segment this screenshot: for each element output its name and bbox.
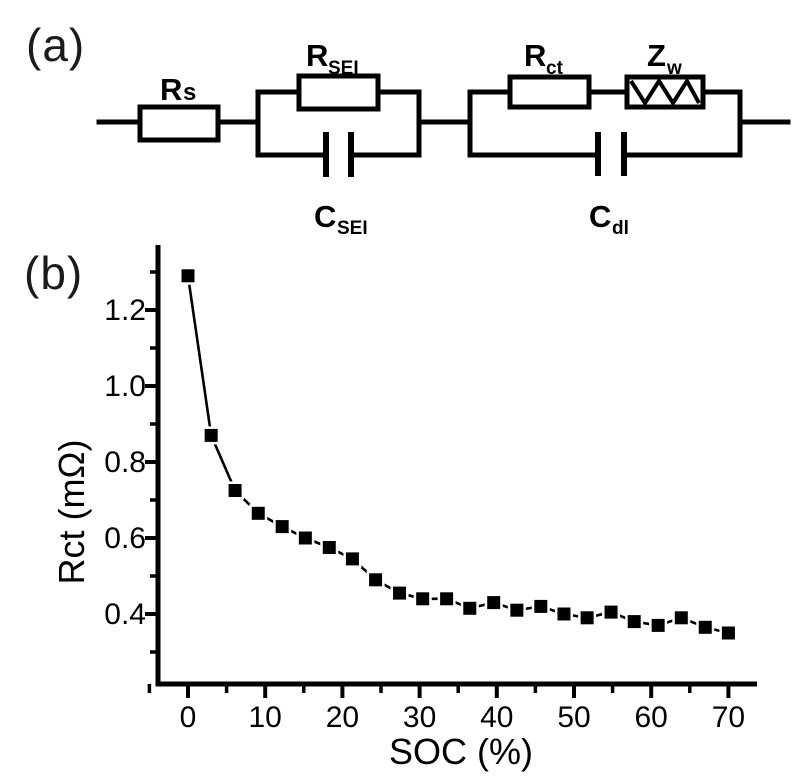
data-point-marker [204, 428, 218, 442]
zw-label-subscript: w [666, 58, 682, 79]
data-point-marker [580, 611, 594, 625]
cdl-label-symbol: C [589, 199, 611, 234]
data-point-marker [322, 541, 336, 554]
parallel-block1-frame [255, 89, 422, 158]
data-point-marker [369, 573, 383, 587]
warburg-zigzag [629, 77, 701, 107]
capacitor-csei-plates [323, 132, 354, 177]
x-tick-label: 20 [326, 701, 359, 734]
warburg-element-body [624, 74, 706, 110]
data-point-marker [345, 552, 359, 566]
zw-label-symbol: Z [647, 38, 666, 73]
rct-label-subscript: ct [546, 58, 564, 79]
y-tick-label: 0.4 [104, 598, 146, 631]
data-line [186, 275, 729, 635]
data-point-marker [721, 626, 735, 640]
circuit-wires [96, 89, 791, 158]
data-point-marker [463, 601, 477, 615]
y-tick-label: 1.0 [104, 370, 146, 403]
x-tick-label: 60 [635, 701, 668, 734]
data-point-marker [275, 520, 289, 534]
x-tick-label: 70 [712, 701, 745, 734]
csei-label-symbol: C [314, 199, 336, 234]
data-point-marker [440, 592, 454, 606]
rsei-label-subscript: SEI [328, 58, 359, 79]
x-tick-label: 30 [403, 701, 436, 734]
equivalent-circuit-diagram: R s R SEI C SEI R ct Z w C dl [96, 38, 791, 235]
data-point-marker [181, 269, 195, 283]
data-point-marker [557, 607, 571, 621]
x-axis-title: SOC (%) [389, 731, 533, 772]
rsei-label-symbol: R [306, 38, 328, 73]
resistor-rct-body [507, 74, 592, 110]
data-point-marker [534, 599, 548, 613]
data-point-marker [627, 615, 641, 629]
parallel-block2-frame [467, 89, 743, 158]
rs-label-symbol: R [160, 72, 182, 107]
y-tick-label: 1.2 [104, 294, 146, 327]
resistor-rs-body [137, 104, 221, 143]
rct-label-symbol: R [524, 38, 546, 73]
data-point-marker [228, 484, 242, 497]
cdl-label-subscript: dl [612, 218, 629, 235]
capacitor-cdl-plates [595, 132, 627, 176]
x-tick-label: 50 [557, 701, 590, 734]
rs-label-subscript: s [183, 79, 196, 106]
y-tick-label: 0.8 [104, 446, 146, 479]
data-point-marker [510, 603, 524, 617]
data-point-marker [651, 618, 665, 632]
x-tick-label: 40 [480, 701, 513, 734]
csei-label-subscript: SEI [337, 218, 368, 235]
data-point-marker [674, 611, 688, 625]
resistor-rsei-body [296, 73, 381, 112]
rct-vs-soc-chart: 0 10 20 30 40 50 60 70 0.4 0.6 0.8 1.0 1.2 SOC (%) Rct… [51, 245, 757, 772]
data-point-marker [604, 605, 618, 619]
data-point-marker [251, 506, 265, 520]
y-tick-label: 0.6 [104, 522, 146, 555]
data-point-marker [393, 586, 407, 600]
data-point-marker [416, 592, 430, 606]
y-axis-title: Rct (mΩ) [51, 440, 92, 585]
data-point-marker [487, 596, 501, 610]
panel-b-label: (b) [24, 247, 84, 299]
x-tick-label: 0 [180, 701, 197, 734]
x-tick-label: 10 [249, 701, 282, 734]
data-point-marker [298, 531, 312, 545]
panel-a-label: (a) [26, 19, 86, 71]
data-point-marker [698, 620, 712, 634]
